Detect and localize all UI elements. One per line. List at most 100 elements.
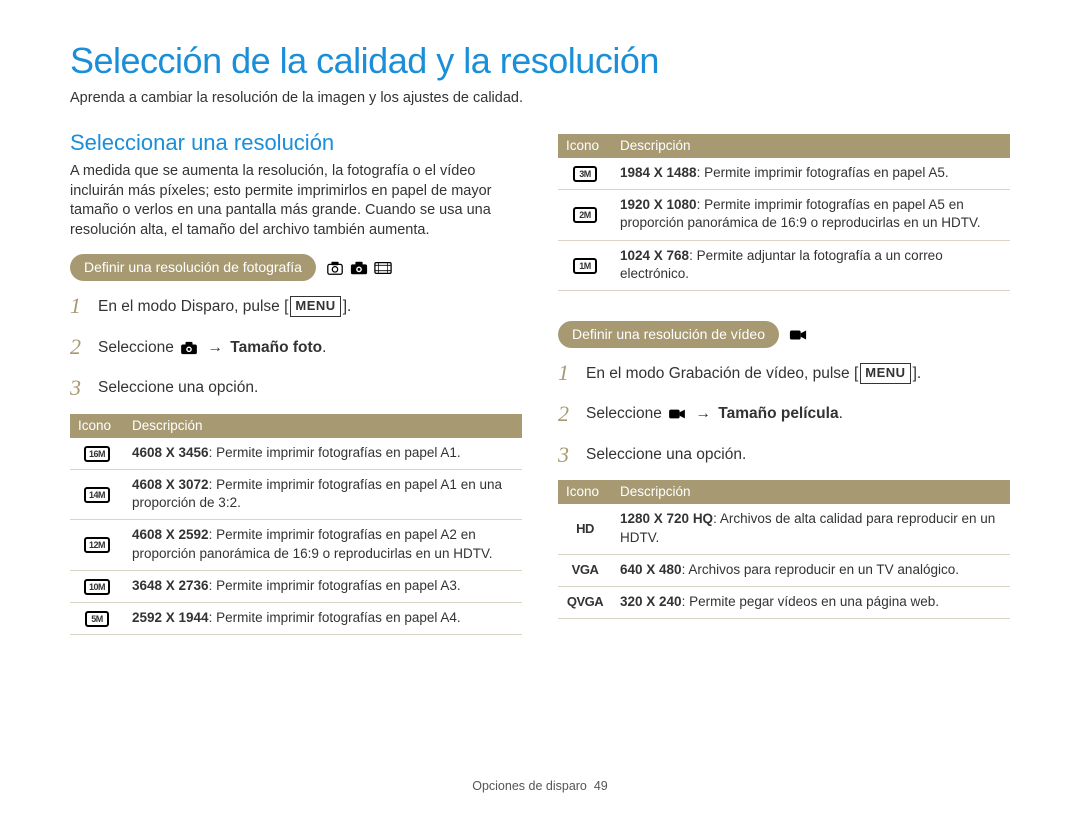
resolution-icon: HD bbox=[573, 523, 597, 535]
step-number: 3 bbox=[70, 373, 86, 404]
resolution-icon: 14M bbox=[84, 487, 110, 503]
photo-step-3: 3 Seleccione una opción. bbox=[70, 373, 522, 404]
table-row: QVGA 320 X 240: Permite pegar vídeos en u… bbox=[558, 587, 1010, 619]
manual-page: Selección de la calidad y la resolución … bbox=[0, 0, 1080, 815]
resolution-icon-cell: QVGA bbox=[558, 587, 612, 619]
resolution-value: 1984 X 1488 bbox=[620, 165, 697, 180]
resolution-value: 4608 X 3456 bbox=[132, 445, 209, 460]
step-number: 1 bbox=[70, 291, 86, 322]
resolution-desc: : Permite imprimir fotografías en papel … bbox=[209, 610, 461, 625]
table-row: 3M 1984 X 1488: Permite imprimir fotograf… bbox=[558, 158, 1010, 190]
page-title: Selección de la calidad y la resolución bbox=[70, 40, 1010, 82]
step-text: Seleccione → Tamaño película. bbox=[586, 403, 843, 425]
resolution-value: 4608 X 2592 bbox=[132, 527, 209, 542]
resolution-value: 1024 X 768 bbox=[620, 248, 689, 263]
resolution-icon: 3M bbox=[573, 166, 597, 182]
resolution-icon-cell: 10M bbox=[70, 570, 124, 602]
resolution-icon: 12M bbox=[84, 537, 110, 553]
video-resolution-table: Icono Descripción HD1280 X 720 HQ: Archi… bbox=[558, 480, 1010, 619]
mode-icons bbox=[326, 260, 392, 276]
resolution-icon-cell: VGA bbox=[558, 554, 612, 586]
col-header-icono: Icono bbox=[70, 414, 124, 438]
col-header-icono: Icono bbox=[558, 480, 612, 504]
resolution-desc-cell: 3648 X 2736: Permite imprimir fotografía… bbox=[124, 570, 522, 602]
table-row: VGA 640 X 480: Archivos para reproducir e… bbox=[558, 554, 1010, 586]
table-row: 16M 4608 X 3456: Permite imprimir fotogra… bbox=[70, 438, 522, 470]
content-columns: Seleccionar una resolución A medida que … bbox=[70, 130, 1010, 635]
camera-icon bbox=[180, 341, 198, 355]
resolution-value: 1280 X 720 HQ bbox=[620, 511, 713, 526]
resolution-icon-cell: 14M bbox=[70, 469, 124, 519]
resolution-desc-cell: 320 X 240: Permite pegar vídeos en una p… bbox=[612, 587, 1010, 619]
photo-steps: 1 En el modo Disparo, pulse [MENU]. 2 Se… bbox=[70, 291, 522, 403]
video-step-1: 1 En el modo Grabación de vídeo, pulse [… bbox=[558, 358, 1010, 389]
resolution-icon-cell: HD bbox=[558, 504, 612, 554]
resolution-icon: 10M bbox=[84, 579, 110, 595]
resolution-icon-cell: 3M bbox=[558, 158, 612, 190]
resolution-icon-cell: 12M bbox=[70, 520, 124, 570]
photo-pill: Definir una resolución de fotografía bbox=[70, 254, 316, 281]
section-body: A medida que se aumenta la resolución, l… bbox=[70, 162, 522, 240]
col-header-desc: Descripción bbox=[124, 414, 522, 438]
step-text: En el modo Grabación de vídeo, pulse [ME… bbox=[586, 363, 921, 385]
footer-page: 49 bbox=[594, 779, 608, 793]
smart-mode-icon bbox=[326, 260, 344, 276]
step-text: Seleccione una opción. bbox=[98, 377, 258, 399]
resolution-desc-cell: 1024 X 768: Permite adjuntar la fotograf… bbox=[612, 240, 1010, 290]
resolution-desc-cell: 1984 X 1488: Permite imprimir fotografía… bbox=[612, 158, 1010, 190]
resolution-desc: : Archivos para reproducir en un TV anal… bbox=[682, 562, 959, 577]
photo-step-2: 2 Seleccione → Tamaño foto. bbox=[70, 332, 522, 363]
resolution-value: 2592 X 1944 bbox=[132, 610, 209, 625]
resolution-icon-cell: 16M bbox=[70, 438, 124, 470]
right-column: Icono Descripción 3M 1984 X 1488: Permite… bbox=[558, 130, 1010, 635]
step-text: En el modo Disparo, pulse [MENU]. bbox=[98, 296, 351, 318]
resolution-desc-cell: 1920 X 1080: Permite imprimir fotografía… bbox=[612, 190, 1010, 240]
resolution-icon: 1M bbox=[573, 258, 597, 274]
step-number: 2 bbox=[558, 399, 574, 430]
mode-icons bbox=[789, 327, 807, 343]
table-row: 1M 1024 X 768: Permite adjuntar la fotogr… bbox=[558, 240, 1010, 290]
table-row: HD 1280 X 720 HQ: Archivos de alta calida… bbox=[558, 504, 1010, 554]
resolution-desc-cell: 1280 X 720 HQ: Archivos de alta calidad … bbox=[612, 504, 1010, 554]
photo-resolution-table: Icono Descripción 16M4608 X 3456: Permit… bbox=[70, 414, 522, 636]
video-icon bbox=[668, 407, 686, 421]
step-text: Seleccione una opción. bbox=[586, 444, 746, 466]
video-mode-icon bbox=[789, 327, 807, 343]
resolution-value: 3648 X 2736 bbox=[132, 578, 209, 593]
scene-mode-icon bbox=[374, 260, 392, 276]
resolution-desc: : Permite imprimir fotografías en papel … bbox=[209, 578, 461, 593]
page-subtitle: Aprenda a cambiar la resolución de la im… bbox=[70, 90, 1010, 106]
menu-button-icon: MENU bbox=[290, 296, 340, 317]
col-header-desc: Descripción bbox=[612, 134, 1010, 158]
col-header-desc: Descripción bbox=[612, 480, 1010, 504]
video-steps: 1 En el modo Grabación de vídeo, pulse [… bbox=[558, 358, 1010, 470]
photo-step-1: 1 En el modo Disparo, pulse [MENU]. bbox=[70, 291, 522, 322]
resolution-icon-cell: 5M bbox=[70, 602, 124, 634]
table-row: 12M 4608 X 2592: Permite imprimir fotogra… bbox=[70, 520, 522, 570]
photo-pill-row: Definir una resolución de fotografía bbox=[70, 254, 522, 281]
resolution-icon: 16M bbox=[84, 446, 110, 462]
table-row: 2M1920 X 1080: Permite imprimir fotograf… bbox=[558, 190, 1010, 240]
step-number: 1 bbox=[558, 358, 574, 389]
resolution-desc: : Permite imprimir fotografías en papel … bbox=[697, 165, 949, 180]
video-step-3: 3 Seleccione una opción. bbox=[558, 440, 1010, 471]
table-row: 5M 2592 X 1944: Permite imprimir fotograf… bbox=[70, 602, 522, 634]
resolution-icon-cell: 2M bbox=[558, 190, 612, 240]
video-pill-row: Definir una resolución de vídeo bbox=[558, 321, 1010, 348]
table-row: 14M 4608 X 3072: Permite imprimir fotogra… bbox=[70, 469, 522, 519]
resolution-icon: 5M bbox=[85, 611, 109, 627]
step-number: 2 bbox=[70, 332, 86, 363]
resolution-desc-cell: 4608 X 3072: Permite imprimir fotografía… bbox=[124, 469, 522, 519]
resolution-desc-cell: 4608 X 2592: Permite imprimir fotografía… bbox=[124, 520, 522, 570]
left-column: Seleccionar una resolución A medida que … bbox=[70, 130, 522, 635]
resolution-desc: : Permite imprimir fotografías en papel … bbox=[209, 445, 461, 460]
step-number: 3 bbox=[558, 440, 574, 471]
resolution-value: 320 X 240 bbox=[620, 594, 682, 609]
resolution-desc-cell: 2592 X 1944: Permite imprimir fotografía… bbox=[124, 602, 522, 634]
footer-section: Opciones de disparo bbox=[472, 779, 587, 793]
resolution-value: 640 X 480 bbox=[620, 562, 682, 577]
photo-resolution-table-cont: Icono Descripción 3M1984 X 1488: Permite… bbox=[558, 134, 1010, 291]
resolution-icon: QVGA bbox=[567, 596, 603, 608]
resolution-value: 4608 X 3072 bbox=[132, 477, 209, 492]
camera-mode-icon bbox=[350, 260, 368, 276]
